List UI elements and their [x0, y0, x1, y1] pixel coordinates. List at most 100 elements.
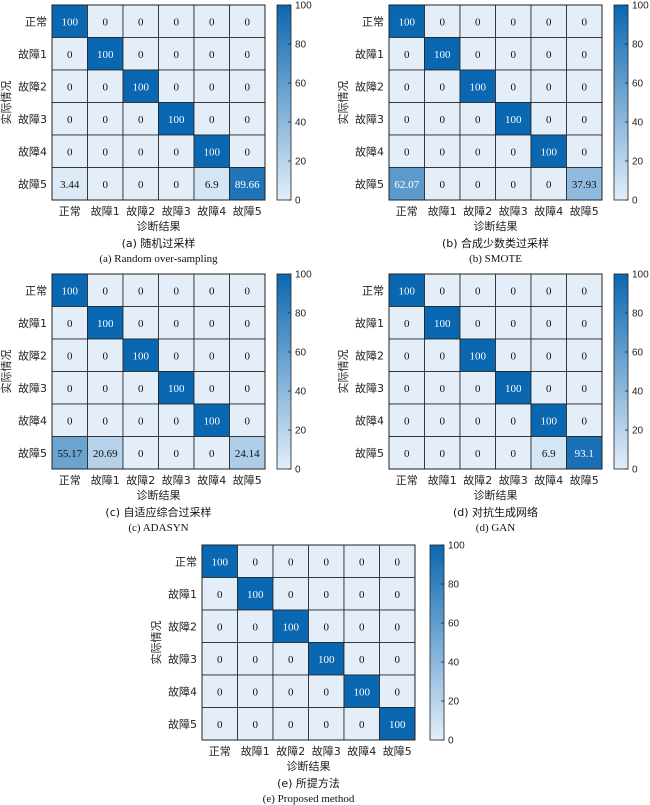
cell-value: 0	[103, 114, 109, 126]
caption-cn: (e) 所提方法	[277, 776, 340, 790]
x-tick-label: 故障2	[276, 744, 305, 758]
x-tick-label: 故障4	[197, 204, 226, 218]
cell-value: 0	[582, 415, 588, 427]
heatmap-cell	[530, 436, 567, 470]
grid-frame	[51, 4, 266, 201]
x-tick-label: 正常	[396, 205, 418, 218]
heatmap-cell	[237, 577, 274, 611]
heatmap-cell	[566, 371, 603, 405]
cell-value: 0	[217, 589, 223, 601]
cell-value: 0	[511, 49, 517, 61]
x-tick-label: 故障1	[91, 204, 120, 218]
cell-value: 100	[318, 654, 335, 666]
cell-value: 0	[138, 318, 144, 330]
colorbar-tick-label: 60	[632, 79, 644, 90]
cell-value: 0	[253, 719, 259, 731]
heatmap-cell	[237, 674, 274, 708]
cell-value: 0	[440, 383, 446, 395]
x-tick-label: 正常	[396, 474, 418, 487]
grid-frame	[201, 544, 416, 741]
x-axis-title: 诊断结果	[137, 488, 181, 502]
cell-value: 0	[440, 448, 446, 460]
heatmap-cell	[530, 37, 567, 71]
y-axis-title: 实际情况	[149, 621, 163, 665]
cell-value: 0	[404, 49, 410, 61]
heatmap-cell	[424, 69, 461, 103]
colorbar-tick-label: 40	[295, 118, 307, 129]
cell-value: 100	[62, 16, 79, 28]
y-axis-title: 实际情况	[336, 81, 350, 125]
cell-value: 0	[582, 285, 588, 297]
cell-value: 24.14	[235, 448, 260, 460]
heatmap-cell	[87, 371, 124, 405]
heatmap-cell	[388, 167, 425, 201]
cell-value: 0	[253, 654, 259, 666]
heatmap-cell	[308, 577, 345, 611]
cell-value: 0	[511, 146, 517, 158]
cell-value: 0	[174, 318, 180, 330]
cell-value: 100	[212, 556, 229, 568]
cell-value: 100	[399, 16, 416, 28]
cell-value: 0	[217, 621, 223, 633]
x-tick-label: 故障2	[463, 204, 492, 218]
cell-value: 100	[247, 589, 264, 601]
cell-value: 0	[138, 415, 144, 427]
heatmap-cell	[530, 167, 567, 201]
heatmap-cell	[424, 273, 461, 307]
cell-value: 0	[404, 415, 410, 427]
x-tick-label: 故障4	[534, 204, 563, 218]
cell-value: 0	[138, 179, 144, 191]
cell-value: 0	[404, 448, 410, 460]
cell-value: 0	[288, 686, 294, 698]
cell-value: 100	[389, 719, 406, 731]
cell-value: 0	[67, 49, 73, 61]
cell-value: 100	[434, 318, 451, 330]
colorbar-tick-label: 100	[632, 1, 649, 12]
x-tick-label: 正常	[209, 745, 231, 758]
cell-value: 0	[440, 81, 446, 93]
cell-value: 0	[138, 16, 144, 28]
heatmap-cell	[51, 371, 88, 405]
caption-cn: (a) 随机过采样	[122, 236, 196, 250]
heatmap-cell	[343, 609, 380, 643]
y-tick-label: 正常	[175, 555, 197, 568]
cell-value: 0	[174, 448, 180, 460]
colorbar	[276, 4, 292, 201]
heatmap-cell	[51, 403, 88, 437]
cell-value: 0	[440, 179, 446, 191]
cell-value: 3.44	[60, 179, 80, 191]
cell-value: 0	[288, 556, 294, 568]
heatmap-cell	[459, 338, 496, 372]
cell-value: 0	[359, 589, 365, 601]
colorbar-tick-label: 20	[295, 157, 307, 168]
heatmap-cell	[459, 102, 496, 136]
colorbar-tick-label: 80	[448, 580, 460, 591]
heatmap-cell	[193, 371, 230, 405]
heatmap-cell	[237, 707, 274, 741]
cell-value: 100	[204, 146, 221, 158]
cell-value: 0	[582, 318, 588, 330]
cell-value: 55.17	[57, 448, 82, 460]
cell-value: 0	[67, 81, 73, 93]
heatmap-cell	[424, 37, 461, 71]
cell-value: 0	[475, 16, 481, 28]
cell-value: 0	[209, 448, 215, 460]
cell-value: 0	[511, 318, 517, 330]
cell-value: 0	[475, 114, 481, 126]
heatmap-cell	[424, 4, 461, 38]
colorbar	[429, 544, 445, 741]
heatmap-cell	[459, 37, 496, 71]
y-tick-label: 故障5	[355, 177, 384, 191]
heatmap-cell	[566, 306, 603, 340]
y-tick-label: 故障4	[18, 413, 47, 427]
heatmap-cell	[566, 4, 603, 38]
x-tick-label: 故障3	[499, 473, 528, 487]
heatmap-cell	[87, 436, 124, 470]
cell-value: 0	[582, 49, 588, 61]
y-tick-label: 故障5	[18, 177, 47, 191]
grid-frame	[388, 273, 603, 470]
y-tick-label: 正常	[362, 15, 384, 28]
cell-value: 0	[475, 285, 481, 297]
colorbar-tick-label: 0	[632, 465, 638, 476]
